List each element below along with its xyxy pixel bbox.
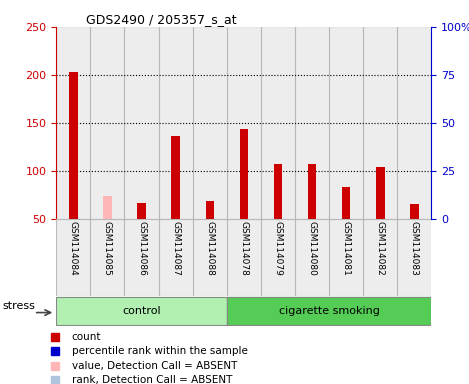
Text: GSM114088: GSM114088 [205, 221, 214, 276]
Bar [329, 219, 363, 296]
Bar [91, 27, 124, 219]
Bar [171, 136, 180, 219]
Text: GSM114086: GSM114086 [137, 221, 146, 276]
Text: GSM114079: GSM114079 [273, 221, 282, 276]
Bar [261, 219, 295, 296]
Bar [91, 219, 124, 296]
Text: GSM114081: GSM114081 [342, 221, 351, 276]
Bar [227, 297, 431, 325]
Bar [159, 219, 193, 296]
Bar [227, 27, 261, 219]
Bar [193, 219, 227, 296]
Text: rank, Detection Call = ABSENT: rank, Detection Call = ABSENT [72, 375, 232, 384]
Text: cigarette smoking: cigarette smoking [279, 306, 379, 316]
FancyBboxPatch shape [227, 297, 431, 325]
Text: GSM114083: GSM114083 [410, 221, 419, 276]
Text: count: count [72, 332, 101, 342]
Text: GSM114085: GSM114085 [103, 221, 112, 276]
Bar [159, 27, 193, 219]
Text: control: control [122, 306, 161, 316]
Bar [56, 219, 91, 296]
Text: value, Detection Call = ABSENT: value, Detection Call = ABSENT [72, 361, 237, 371]
Bar [261, 27, 295, 219]
Bar [274, 164, 282, 219]
Bar [205, 200, 214, 219]
Text: percentile rank within the sample: percentile rank within the sample [72, 346, 248, 356]
Bar [410, 204, 419, 219]
Bar [397, 219, 431, 296]
Text: GSM114078: GSM114078 [239, 221, 249, 276]
Bar [329, 27, 363, 219]
Bar [376, 167, 385, 219]
Bar [342, 187, 350, 219]
Bar [103, 196, 112, 219]
Bar [240, 129, 248, 219]
Bar [193, 27, 227, 219]
Text: GSM114084: GSM114084 [69, 221, 78, 276]
Bar [56, 297, 227, 325]
Bar [308, 164, 317, 219]
Text: GSM114087: GSM114087 [171, 221, 180, 276]
Bar [295, 27, 329, 219]
Bar [295, 219, 329, 296]
Bar [124, 27, 159, 219]
Bar [227, 219, 261, 296]
Bar [363, 27, 397, 219]
FancyBboxPatch shape [56, 297, 227, 325]
Bar [69, 72, 77, 219]
Bar [124, 219, 159, 296]
Text: GSM114082: GSM114082 [376, 221, 385, 276]
Text: stress: stress [3, 301, 36, 311]
Text: GSM114080: GSM114080 [308, 221, 317, 276]
Bar [137, 203, 146, 219]
Bar [56, 27, 91, 219]
Text: GDS2490 / 205357_s_at: GDS2490 / 205357_s_at [86, 13, 237, 26]
Bar [363, 219, 397, 296]
Bar [397, 27, 431, 219]
